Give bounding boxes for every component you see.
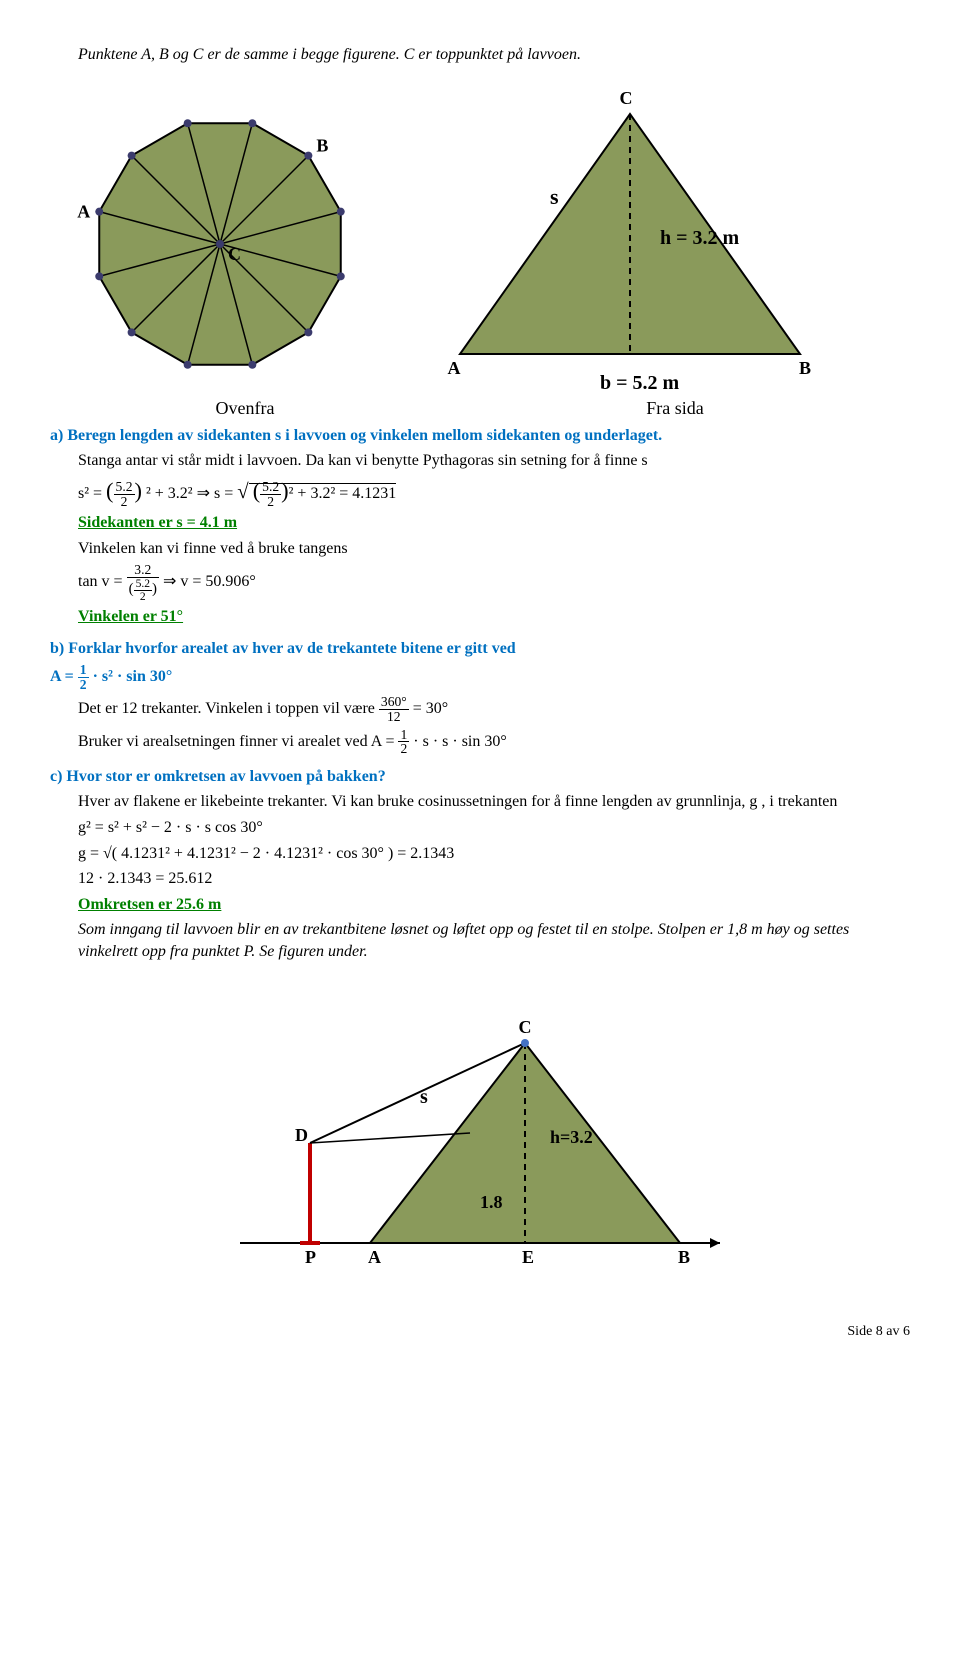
label-s: s	[550, 184, 559, 209]
c-note: Som inngang til lavvoen blir en av treka…	[78, 919, 910, 962]
svg-text:B: B	[678, 1247, 690, 1267]
label-b: b = 5.2 m	[600, 372, 680, 394]
a-eq2: tan v = 3.2 (5.22) ⇒ v = 50.906°	[78, 563, 910, 602]
caption-left: Ovenfra	[75, 398, 415, 419]
svg-text:E: E	[522, 1247, 534, 1267]
label-C: C	[620, 88, 633, 108]
captions: Ovenfra Fra sida	[50, 398, 910, 419]
label-h: h = 3.2 m	[660, 227, 740, 249]
c-eq2: g = √( 4.1231² + 4.1231² − 2 · 4.1231² ·…	[78, 843, 910, 865]
b-prompt-eq: A = 12 · s² · sin 30°	[50, 663, 910, 691]
b-prompt: b) Forklar hvorfor arealet av hver av de…	[50, 638, 910, 660]
a-eq1: s² = (5.22) ² + 3.2² ⇒ s = √ (5.22)² + 3…	[78, 476, 910, 508]
c-ans: Omkretsen er 25.6 m	[78, 894, 910, 916]
top-note: Punktene A, B og C er de samme i begge f…	[78, 44, 910, 66]
b-line1: Det er 12 trekanter. Vinkelen i toppen v…	[78, 695, 910, 723]
svg-text:B: B	[316, 135, 328, 155]
dodecagon-figure: A B C	[50, 74, 390, 394]
a-line2: Vinkelen kan vi finne ved å bruke tangen…	[78, 538, 910, 560]
figures-row: A B C C A B s h = 3.2 m b = 5.2 m	[50, 74, 910, 394]
svg-text:A: A	[368, 1247, 381, 1267]
svg-text:s: s	[420, 1086, 428, 1108]
a-ans2: Vinkelen er 51°	[78, 606, 910, 628]
page-footer: Side 8 av 6	[50, 1323, 910, 1342]
svg-text:1.8: 1.8	[480, 1192, 503, 1212]
c-prompt: c) Hvor stor er omkretsen av lavvoen på …	[50, 766, 910, 788]
label-A: A	[448, 358, 461, 378]
fig3: C D P A E B s h=3.2 1.8	[220, 983, 740, 1283]
c-eq1: g² = s² + s² − 2 · s · s cos 30°	[78, 817, 910, 839]
svg-text:D: D	[295, 1125, 308, 1145]
svg-text:C: C	[228, 244, 241, 264]
a-ans1: Sidekanten er s = 4.1 m	[78, 512, 910, 534]
a-line1: Stanga antar vi står midt i lavvoen. Da …	[78, 450, 910, 472]
c-eq3: 12 · 2.1343 = 25.612	[78, 868, 910, 890]
c-line1: Hver av flakene er likebeinte trekanter.…	[78, 791, 910, 813]
svg-text:A: A	[77, 201, 90, 221]
svg-text:P: P	[305, 1247, 316, 1267]
caption-right: Fra sida	[465, 398, 885, 419]
triangle-figure: C A B s h = 3.2 m b = 5.2 m	[420, 74, 840, 394]
svg-text:h=3.2: h=3.2	[550, 1127, 593, 1147]
label-B: B	[799, 358, 811, 378]
svg-text:C: C	[519, 1017, 532, 1037]
a-prompt: a) Beregn lengden av sidekanten s i lavv…	[50, 425, 910, 447]
b-line2: Bruker vi arealsetningen finner vi areal…	[78, 728, 910, 756]
